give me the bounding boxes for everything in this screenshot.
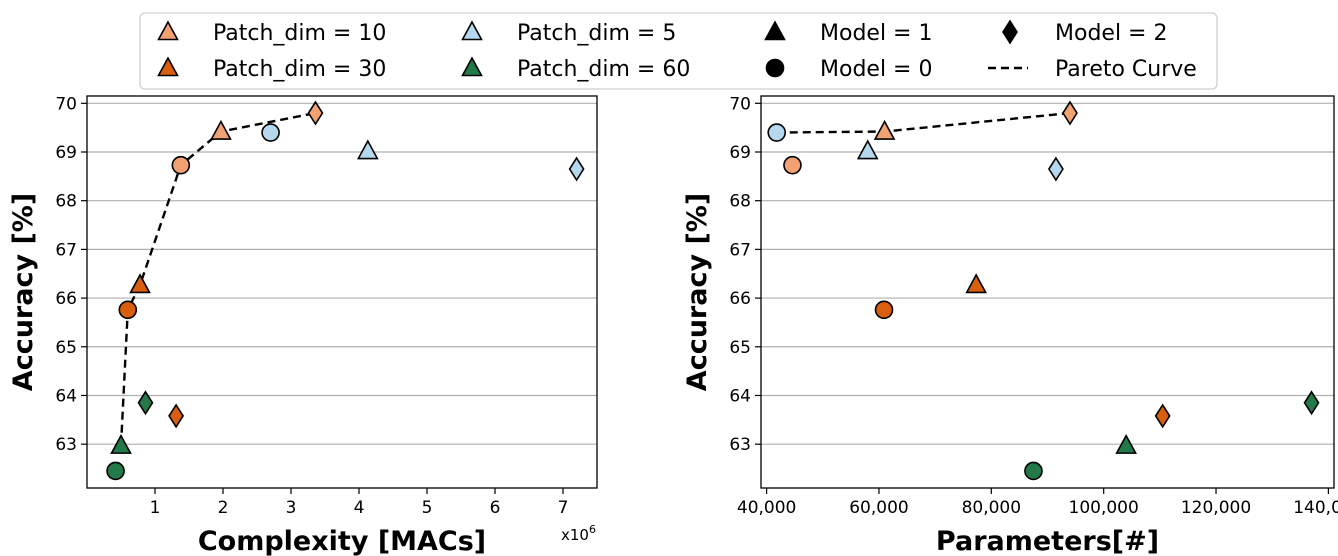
legend-label: Patch_dim = 5	[517, 21, 676, 46]
data-point-patch30-model2	[1154, 403, 1171, 429]
data-point-patch10-model2	[1062, 100, 1078, 126]
data-point-patch10-model1	[210, 119, 232, 140]
y-axis-title: Accuracy [%]	[682, 193, 713, 391]
x-tick-label: 40,000	[737, 498, 796, 518]
data-point-patch5-model0	[767, 123, 787, 142]
x-tick-label: 60,000	[849, 498, 908, 518]
x-tick-label: 5	[422, 498, 433, 518]
pareto-curve	[776, 111, 1071, 134]
y-tick-label: 64	[729, 386, 751, 406]
y-tick-label: 70	[729, 94, 751, 114]
y-tick-label: 68	[55, 192, 77, 212]
x-tick-label: 2	[218, 498, 229, 518]
y-tick-label: 63	[55, 435, 77, 455]
legend-triangle-marker	[461, 20, 483, 41]
y-tick-label: 67	[55, 240, 77, 260]
data-point-patch30-model1	[129, 273, 151, 294]
x-tick-label: 6	[490, 498, 501, 518]
y-tick-label: 69	[55, 143, 77, 163]
data-point-patch5-model0	[261, 123, 280, 142]
data-point-patch10-model0	[171, 155, 191, 175]
data-point-patch10-model1	[873, 119, 896, 140]
legend-label: Model = 2	[1055, 21, 1167, 46]
y-tick-label: 70	[55, 94, 77, 114]
data-point-patch5-model2	[568, 156, 585, 182]
legend-triangle-marker	[461, 56, 483, 77]
legend-label: Pareto Curve	[1055, 57, 1197, 82]
legend: Patch_dim = 10 Patch_dim = 30 Patch_dim = …	[139, 12, 1218, 90]
data-point-patch60-model2	[1303, 390, 1320, 416]
data-point-patch5-model1	[356, 139, 379, 160]
legend-box	[139, 12, 1218, 90]
pareto-curve	[119, 111, 316, 446]
data-point-patch30-model1	[965, 273, 988, 294]
y-tick-label: 68	[729, 192, 751, 212]
legend-label: Patch_dim = 10	[213, 21, 386, 46]
data-point-patch60-model2	[137, 390, 154, 416]
y-tick-label: 65	[55, 338, 77, 358]
plot-frame	[760, 95, 1335, 489]
y-tick-label: 66	[55, 289, 77, 309]
y-tick-label: 69	[729, 143, 751, 163]
data-point-patch60-model1	[1115, 433, 1137, 454]
legend-label: Model = 0	[820, 57, 932, 82]
x-tick-label: 100,000	[1069, 498, 1139, 518]
y-tick-label: 64	[55, 386, 77, 406]
data-point-patch30-model0	[874, 300, 894, 320]
x-axis-multiplier-exponent: 6	[589, 523, 596, 536]
x-axis-title: Complexity [MACs]	[198, 526, 486, 556]
legend-triangle-marker	[157, 56, 179, 77]
data-point-patch30-model0	[118, 300, 138, 320]
data-point-patch60-model0	[1024, 461, 1043, 481]
data-point-patch10-model0	[783, 155, 802, 175]
y-tick-label: 66	[729, 289, 751, 309]
legend-triangle-marker	[764, 20, 786, 41]
plot-frame	[86, 95, 598, 489]
data-point-patch10-model2	[307, 100, 324, 126]
data-point-patch5-model1	[856, 139, 879, 160]
legend-label: Patch_dim = 60	[517, 57, 690, 82]
data-point-patch30-model2	[168, 403, 185, 429]
x-tick-label: 4	[354, 498, 365, 518]
x-axis-multiplier: x106	[561, 523, 596, 544]
x-axis-title: Parameters[#]	[936, 526, 1159, 556]
y-tick-label: 67	[729, 240, 751, 260]
y-axis-title: Accuracy [%]	[8, 193, 39, 391]
legend-label: Model = 1	[820, 21, 932, 46]
data-point-patch60-model0	[106, 461, 125, 481]
data-point-patch5-model2	[1047, 156, 1064, 182]
x-tick-label: 3	[286, 498, 297, 518]
x-axis-multiplier-base: x10	[561, 526, 589, 544]
legend-triangle-marker	[157, 20, 179, 41]
legend-diamond-marker	[1002, 19, 1018, 45]
y-tick-label: 63	[729, 435, 751, 455]
data-point-patch60-model1	[110, 433, 132, 454]
x-tick-label: 7	[558, 498, 569, 518]
legend-label: Patch_dim = 30	[213, 57, 386, 82]
parameters-accuracy-plot: 63 64 65 66 67 68 69 70 40,000 60,000 80,000 100,00…	[682, 94, 1338, 556]
x-tick-label: 120,000	[1181, 498, 1251, 518]
legend-circle-marker	[765, 58, 785, 78]
y-tick-label: 65	[729, 338, 751, 358]
x-tick-label: 140,000	[1293, 498, 1338, 518]
x-tick-label: 80,000	[962, 498, 1021, 518]
x-tick-label: 1	[150, 498, 161, 518]
